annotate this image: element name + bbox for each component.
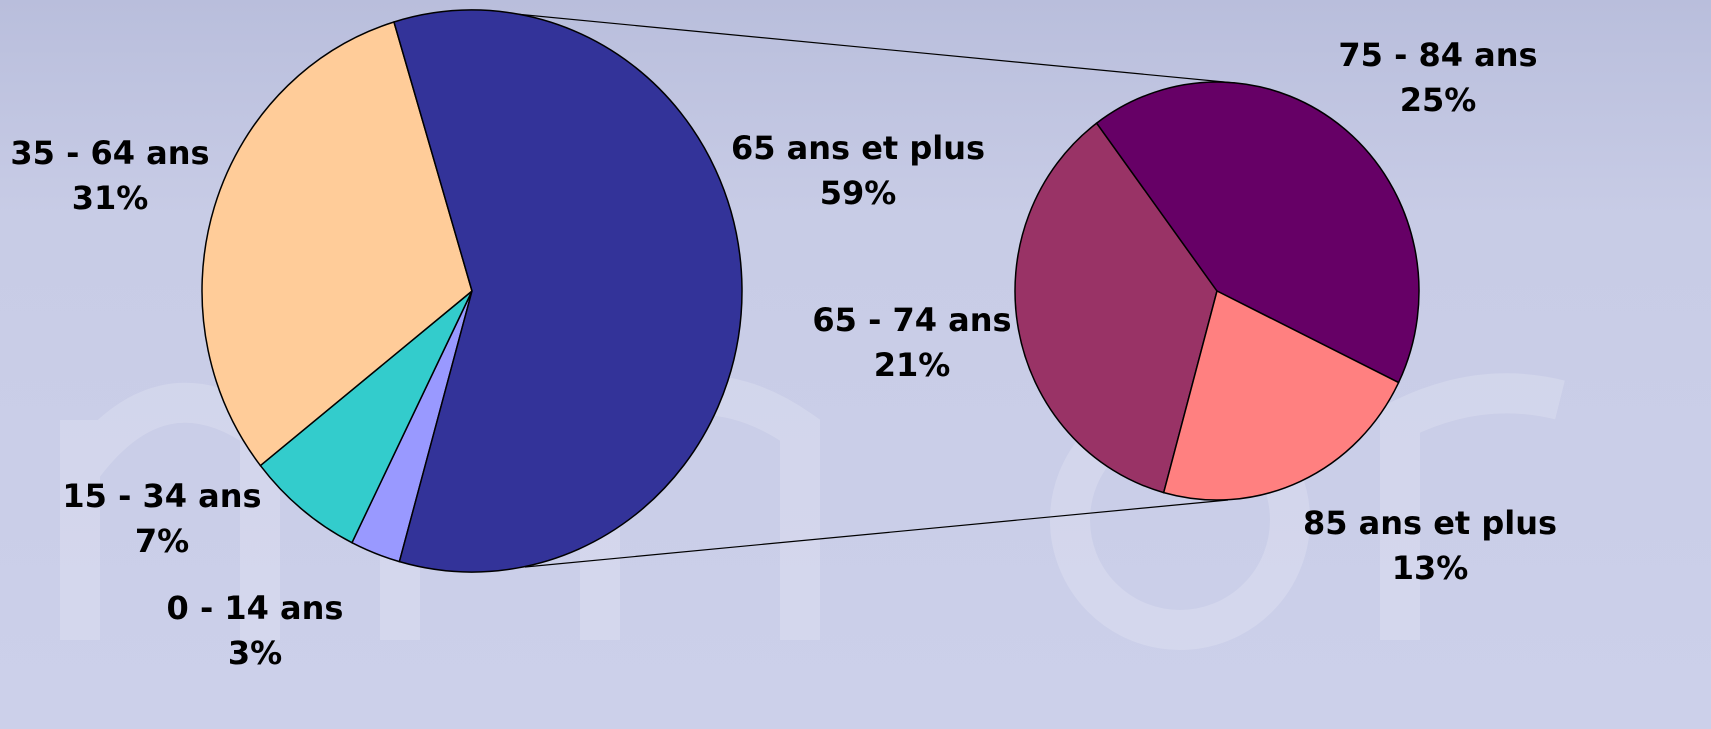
slice-value-label: 21% [874, 346, 951, 384]
pie-slice [201, 21, 473, 467]
pie-slice [1014, 122, 1218, 494]
pie-slice [1095, 81, 1420, 384]
slice-label: 15 - 34 ans [62, 477, 261, 515]
slice-value-label: 31% [72, 179, 149, 217]
slice-value-label: 3% [228, 634, 282, 672]
slice-label: 35 - 64 ans [10, 134, 209, 172]
slice-label: 0 - 14 ans [167, 589, 344, 627]
slice-label: 85 ans et plus [1303, 504, 1557, 542]
slice-label: 75 - 84 ans [1338, 36, 1537, 74]
pie-slice [259, 290, 473, 544]
pie-slice [1162, 289, 1400, 501]
slice-value-label: 59% [820, 174, 897, 212]
slice-label: 65 ans et plus [731, 129, 985, 167]
connector-line [504, 12, 1236, 84]
slice-label: 65 - 74 ans [812, 301, 1011, 339]
slice-value-label: 13% [1392, 549, 1469, 587]
slice-value-label: 7% [135, 522, 189, 560]
slice-value-label: 25% [1400, 81, 1477, 119]
connector-line [524, 499, 1229, 568]
pie-slice [393, 9, 743, 573]
